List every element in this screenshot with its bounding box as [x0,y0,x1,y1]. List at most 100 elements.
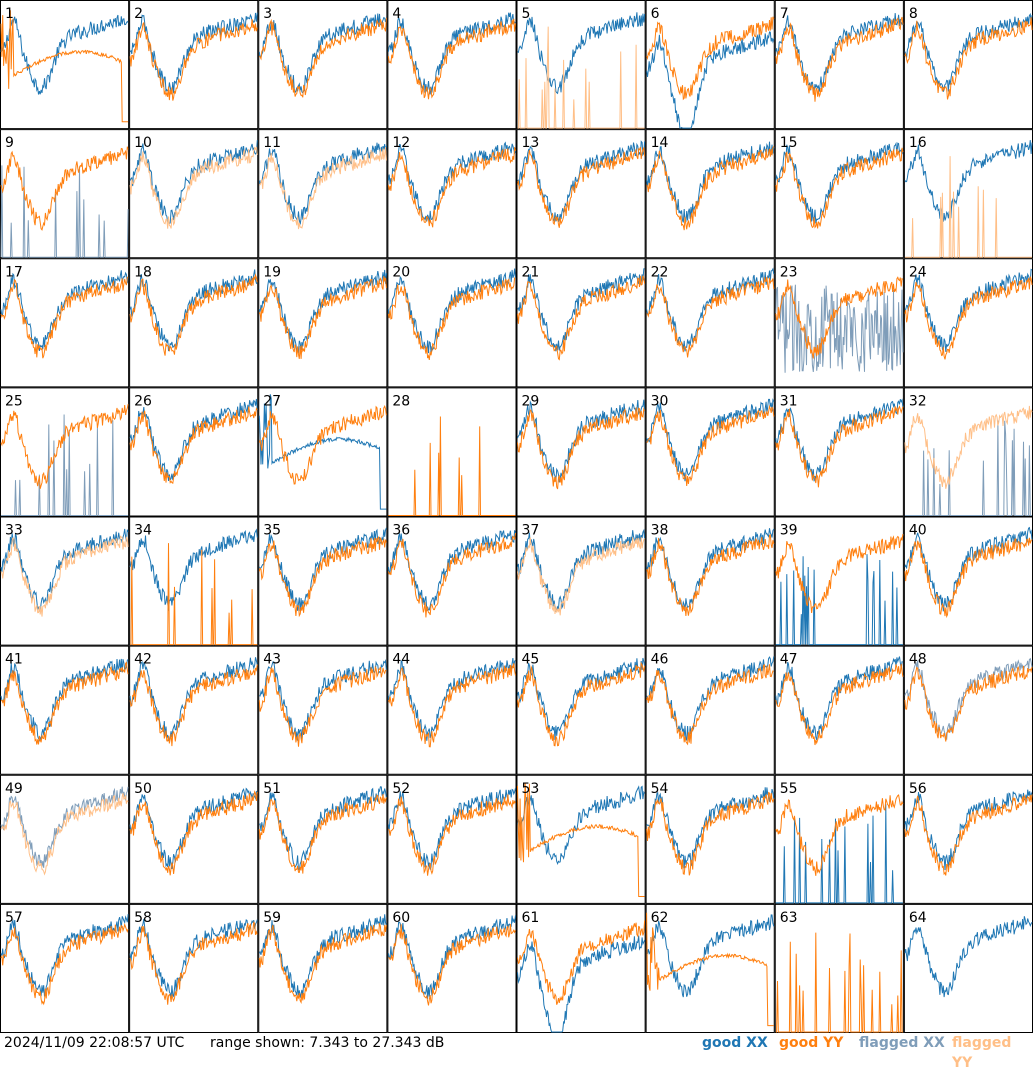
xx-trace-16 [904,140,1033,222]
panel-frame [903,258,1033,388]
yy-trace-24 [904,276,1033,360]
yy-trace-45 [517,661,646,747]
panel-label: 2 [134,6,143,22]
panel-label: 59 [263,910,281,926]
panel-frame [516,774,646,904]
range-text: range shown: 7.343 to 27.343 dB [210,1035,445,1051]
yy-trace-11 [259,146,387,230]
yy-trace-59 [258,923,387,1004]
panel-9: 9 [0,129,130,259]
panel-label: 4 [392,6,401,22]
panel-37: 37 [516,516,646,646]
panel-26: 26 [129,387,259,517]
panel-22: 22 [645,258,775,388]
panel-51: 51 [258,774,388,904]
xx-trace-64 [904,916,1033,998]
yy-trace-60 [388,923,516,1006]
xx-trace-9 [0,165,129,258]
yy-trace-58 [129,920,258,1005]
panel-50: 50 [129,774,259,904]
panel-49: 49 [0,774,130,904]
xx-trace-46 [646,656,775,741]
yy-trace-5 [517,26,645,129]
panel-5: 5 [516,0,646,130]
yy-trace-13 [517,146,646,228]
legend-flagged-yy: flagged YY [952,1035,1012,1071]
yy-trace-25 [0,404,129,489]
panel-1: 1 [0,0,130,130]
xx-trace-18 [129,269,258,352]
panel-frame [903,774,1033,904]
panel-label: 36 [392,523,410,539]
xx-trace-30 [646,398,775,482]
panel-label: 22 [651,264,669,280]
panel-frame [516,258,646,388]
yy-trace-3 [259,17,387,98]
yy-trace-40 [904,537,1033,619]
yy-trace-16 [904,156,1032,258]
yy-trace-1 [0,10,129,123]
xx-trace-15 [775,141,904,224]
panel-7: 7 [774,0,904,130]
panel-label: 50 [134,781,152,797]
panel-label: 35 [263,523,281,539]
xx-trace-34 [129,528,258,611]
panel-label: 58 [134,910,152,926]
panel-28: 28 [387,387,517,517]
yy-trace-43 [258,665,387,747]
panel-38: 38 [645,516,775,646]
panel-frame [516,516,646,646]
panel-frame [258,645,388,775]
panel-frame [516,0,646,130]
xx-trace-42 [129,657,258,742]
yy-trace-38 [646,533,775,617]
panel-label: 51 [263,781,281,797]
panel-frame [516,645,646,775]
panel-label: 42 [134,652,152,668]
panel-frame [774,0,904,130]
panel-label: 13 [522,135,540,151]
panel-8: 8 [903,0,1033,130]
xx-trace-25 [1,414,129,516]
yy-trace-15 [775,147,904,229]
panel-62: 62 [645,903,775,1033]
panel-label: 5 [522,6,531,22]
xx-trace-43 [259,659,387,741]
panel-16: 16 [903,129,1033,259]
panel-frame [0,0,130,130]
panel-40: 40 [903,516,1033,646]
xx-trace-6 [646,31,775,129]
panel-frame [774,516,904,646]
legend-good-xx: good XX [702,1035,768,1051]
panel-label: 20 [392,264,410,280]
panel-frame [0,258,130,388]
panel-57: 57 [0,903,130,1033]
panel-label: 43 [263,652,281,668]
panel-34: 34 [129,516,259,646]
yy-trace-63 [775,932,903,1033]
panel-frame [0,129,130,259]
panel-25: 25 [0,387,130,517]
panel-48: 48 [903,645,1033,775]
xx-trace-41 [0,658,129,742]
panel-42: 42 [129,645,259,775]
panel-label: 44 [392,652,410,668]
panel-frame [774,774,904,904]
panel-label: 57 [5,910,23,926]
xx-trace-40 [904,526,1033,612]
panel-39: 39 [774,516,904,646]
panel-18: 18 [129,258,259,388]
panel-frame [516,903,646,1033]
yy-trace-7 [775,16,904,102]
panel-47: 47 [774,645,904,775]
xx-trace-13 [517,140,646,223]
panel-label: 39 [780,523,798,539]
panel-label: 23 [780,264,798,280]
yy-trace-2 [129,19,258,101]
panel-label: 8 [909,6,918,22]
xx-trace-45 [517,657,646,740]
xx-trace-32 [904,420,1032,516]
panel-frame [129,387,259,517]
panel-63: 63 [774,903,904,1033]
